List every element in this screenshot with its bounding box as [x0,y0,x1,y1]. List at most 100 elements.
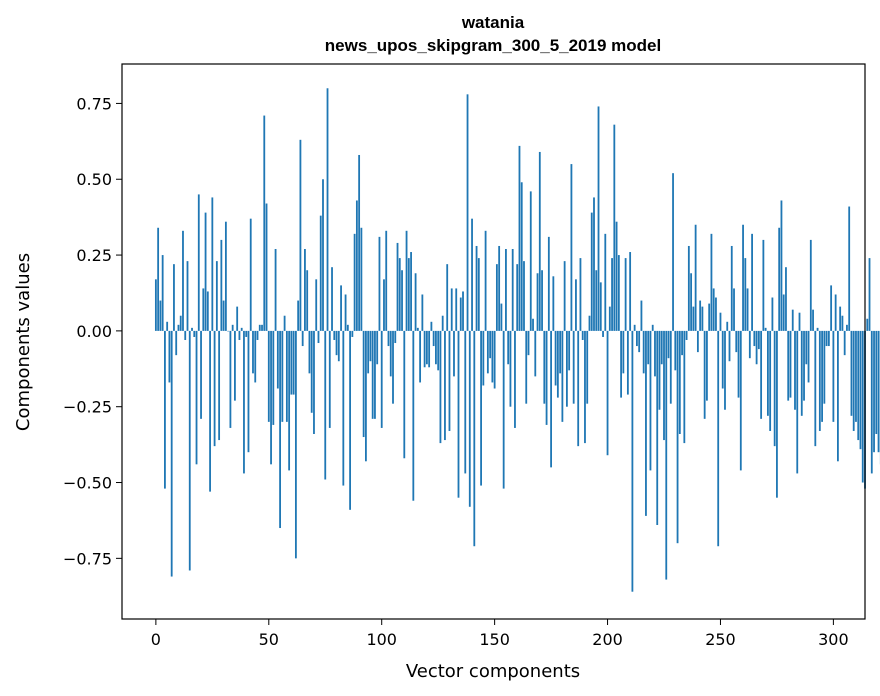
bar-61 [292,330,295,395]
bar-231 [676,330,679,544]
y-tick-label: 0.75 [76,94,112,113]
bar-160 [516,264,519,331]
bar-202 [611,258,613,331]
bar-264 [751,233,753,331]
bar-238 [692,306,695,331]
bar-305 [843,330,846,356]
bar-113 [410,252,412,331]
bar-69 [310,330,313,413]
bar-131 [450,288,453,331]
bar-269 [762,239,765,331]
bar-155 [505,249,507,331]
bar-173 [545,330,548,425]
bar-157 [509,330,512,407]
bar-8 [173,264,175,331]
bar-240 [696,330,699,353]
bar-86 [349,330,351,510]
bar-233 [681,330,683,356]
bar-217 [645,330,647,516]
bar-141 [473,330,476,547]
bar-128 [444,330,446,441]
bar-170 [538,151,541,331]
bar-307 [848,206,851,331]
bar-266 [755,330,758,365]
bar-180 [561,330,564,422]
bar-257 [735,330,738,353]
y-tick-label: 0.00 [76,322,112,341]
bar-194 [593,197,595,331]
bar-248 [715,297,717,331]
y-axis-label: Components values [13,253,34,431]
bar-268 [760,330,763,419]
x-tick-label: 150 [479,630,510,649]
bar-216 [642,330,645,374]
bar-63 [297,300,300,331]
bar-58 [285,330,288,422]
bar-81 [337,330,340,362]
bar-278 [782,294,785,331]
bar-221 [654,330,656,377]
bar-94 [367,330,370,374]
bar-117 [419,330,422,383]
bar-255 [730,245,733,331]
bar-171 [541,270,543,331]
bar-203 [613,124,616,331]
bar-49 [265,203,268,331]
bar-249 [717,330,720,547]
bar-172 [543,330,546,404]
bar-206 [620,330,622,398]
bar-144 [480,330,482,486]
bar-291 [812,309,814,331]
bar-133 [455,288,458,331]
bar-154 [502,330,505,489]
bar-259 [739,330,742,471]
bar-4 [164,330,166,489]
bar-200 [606,330,609,456]
bar-261 [744,258,747,331]
bar-54 [276,330,279,389]
bar-56 [281,330,284,422]
bar-207 [622,330,625,374]
bar-82 [340,285,342,331]
bar-201 [608,306,611,331]
bar-250 [719,312,722,331]
bar-149 [491,330,494,383]
bar-209 [626,330,629,395]
bar-239 [694,224,697,331]
bar-287 [803,330,805,401]
bar-106 [394,330,397,344]
bar-280 [787,330,790,401]
bar-129 [446,264,449,331]
bar-198 [602,330,604,337]
bar-156 [507,330,510,365]
bar-304 [841,315,844,331]
bar-301 [834,294,837,331]
bar-300 [832,330,835,422]
bar-127 [441,315,444,331]
bar-17 [193,330,196,337]
bar-36 [236,306,239,331]
x-tick-label: 300 [818,630,849,649]
bar-102 [385,230,388,331]
bar-21 [202,288,205,331]
bar-15 [188,330,191,571]
bar-178 [556,330,559,398]
bar-152 [498,245,501,331]
bar-9 [175,330,178,356]
bar-47 [261,324,263,331]
bar-45 [256,330,259,340]
x-axis-label: Vector components [406,661,580,682]
bar-38 [240,327,243,331]
bar-251 [721,330,724,389]
bar-134 [457,330,460,498]
bar-138 [466,94,469,331]
x-tick-label: 100 [366,630,397,649]
bar-116 [416,327,419,331]
bar-147 [486,330,489,374]
bar-297 [825,330,828,347]
bar-273 [771,297,774,331]
bar-167 [532,318,534,331]
bar-277 [780,200,783,331]
bar-258 [737,330,740,398]
bar-99 [378,236,381,331]
